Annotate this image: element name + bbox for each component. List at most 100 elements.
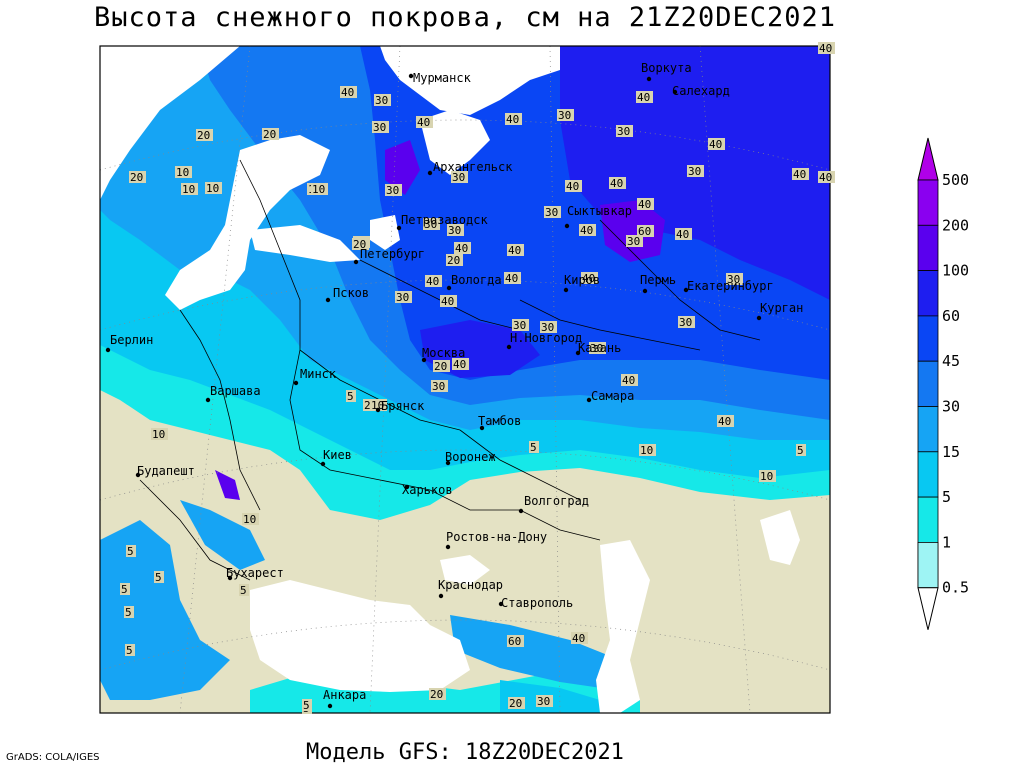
city-label: Москва	[422, 346, 465, 360]
contour-label: 40	[417, 116, 430, 129]
contour-label-bg	[792, 168, 809, 180]
contour-label: 10	[312, 183, 325, 196]
contour-label-bg	[433, 360, 450, 372]
legend-swatch-2	[917, 270, 939, 317]
contour-label: 30	[373, 121, 386, 134]
contour-label: 40	[676, 228, 689, 241]
city-layer: Мурманск Воркута Салехард Архангельск Сыктыв…	[105, 61, 803, 709]
contour-label-bg	[451, 171, 468, 183]
color-legend: 500 200 100 60 45 30 15 5 1 0.5	[917, 137, 969, 630]
contour-label: 40	[505, 272, 518, 285]
caspian-sea	[596, 540, 650, 713]
legend-label-200: 200	[942, 216, 969, 234]
contour-label-bg	[423, 218, 440, 230]
contour-label: 40	[622, 374, 635, 387]
city-dot	[293, 380, 299, 386]
contour-label-bg	[507, 635, 524, 647]
legend-swatch-1	[917, 224, 939, 272]
city-dot	[421, 357, 427, 363]
city-dot	[327, 703, 333, 709]
city-label: Будапешт	[137, 464, 195, 478]
city-dot	[683, 287, 689, 293]
contour-label-bg	[340, 86, 357, 98]
city-dot	[227, 575, 233, 581]
legend-swatch-3	[917, 315, 939, 362]
city-dot	[506, 344, 512, 350]
contour-label: 40	[819, 42, 832, 55]
city-label: Архангельск	[433, 160, 513, 174]
contour-label-bg	[687, 165, 704, 177]
contour-label: 10	[206, 182, 219, 195]
contour-label: 40	[819, 171, 832, 184]
city-dot	[445, 544, 451, 550]
contour-label: 10	[371, 399, 384, 412]
contour-label-bg	[639, 444, 656, 456]
city-dot	[205, 397, 211, 403]
contour-label: 40	[441, 295, 454, 308]
contour-label-bg	[440, 295, 457, 307]
contour-label: 5	[155, 571, 162, 584]
contour-label: 5	[530, 441, 537, 454]
contour-label-bg	[717, 415, 734, 427]
contour-label-bg	[581, 272, 598, 284]
legend-top-arrow	[917, 137, 939, 181]
city-label: Воркута	[641, 61, 692, 75]
contour-label-bg	[512, 319, 529, 331]
city-label: Минск	[300, 367, 337, 381]
city-label: Воронеж	[445, 450, 496, 464]
legend-label-30: 30	[942, 398, 960, 416]
city-dot	[642, 288, 648, 294]
city-label: Курган	[760, 301, 803, 315]
contour-label-bg	[196, 129, 213, 141]
contour-label: 30	[541, 321, 554, 334]
contour-label: 30	[537, 695, 550, 708]
contour-label: 5	[127, 545, 134, 558]
contour-label-bg	[579, 224, 596, 236]
legend-swatch-8	[917, 542, 939, 589]
contour-label: 30	[448, 224, 461, 237]
legend-bottom-arrow	[917, 587, 939, 630]
country-borders	[139, 159, 761, 581]
city-label: Волгоград	[524, 494, 589, 508]
contour-label: 40	[455, 242, 468, 255]
contour-label-bg	[544, 206, 561, 218]
city-dot	[427, 170, 433, 176]
contour-label: 30	[386, 184, 399, 197]
contour-label-bg	[446, 254, 463, 266]
contour-label: 30	[452, 171, 465, 184]
contour-label-bg	[385, 184, 402, 196]
contour-label: 5	[126, 644, 133, 657]
contour-label-bg	[181, 183, 198, 195]
contour-label: 40	[718, 415, 731, 428]
contour-label-bg	[609, 177, 626, 189]
city-label: Псков	[333, 286, 369, 300]
city-label: Казань	[578, 341, 621, 355]
contour-label: 20	[430, 688, 443, 701]
contour-label-bg	[311, 183, 328, 195]
contour-label: 40	[566, 180, 579, 193]
contour-label-bg	[626, 235, 643, 247]
city-label: Ростов-на-Дону	[446, 530, 547, 544]
contour-label-bg	[540, 321, 557, 333]
contour-label: 40	[506, 113, 519, 126]
city-dot	[353, 259, 359, 265]
legend-swatch-5	[917, 406, 939, 453]
city-dot	[375, 407, 381, 413]
contour-label-bg	[452, 358, 469, 370]
legend-label-1: 1	[942, 533, 951, 551]
contour-label-bg	[239, 584, 249, 596]
contour-label: 40	[453, 358, 466, 371]
contour-label-bg	[508, 697, 525, 709]
contour-label-bg	[505, 113, 522, 125]
gulf-of-finland	[250, 225, 360, 262]
model-footer: Модель GFS: 18Z20DEC2021	[306, 740, 624, 765]
contour-label-bg	[726, 273, 743, 285]
snow-patch-carpathians	[180, 500, 265, 570]
city-dot	[320, 461, 326, 467]
legend-label-60: 60	[942, 307, 960, 325]
contour-label-bg	[557, 109, 574, 121]
contour-label-bg	[124, 606, 134, 618]
city-label: Вологда	[451, 273, 502, 287]
contour-label: 10	[243, 513, 256, 526]
